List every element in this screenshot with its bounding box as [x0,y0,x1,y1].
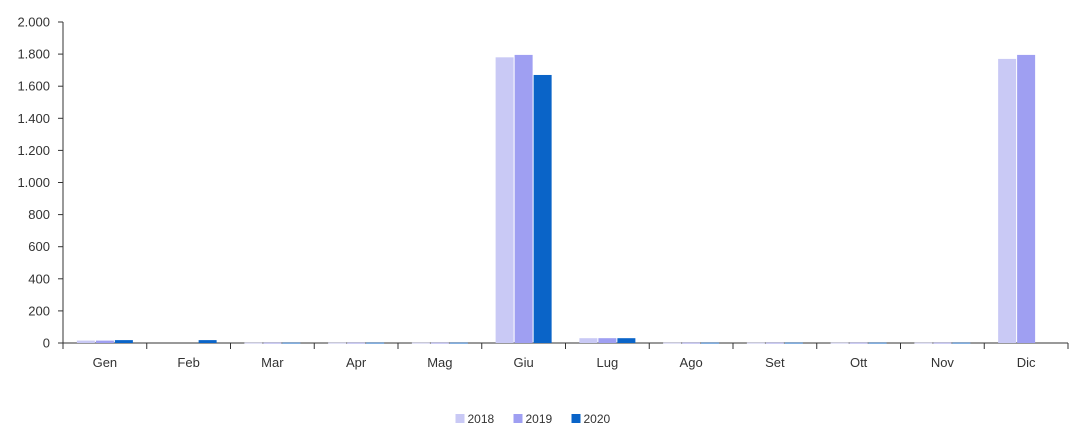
bar-2019-Gen [96,341,114,343]
bar-2018-Mag [412,343,430,344]
bar-2018-Ott [831,343,849,344]
bar-2018-Gen [77,341,95,343]
y-tick-label: 800 [28,207,50,222]
y-tick-label: 600 [28,239,50,254]
bar-2018-Apr [328,343,346,344]
bar-2019-Ago [682,343,700,344]
y-tick-label: 2.000 [17,15,50,30]
legend-swatch-2020 [572,414,581,423]
bar-2019-Mag [431,343,449,344]
bar-2019-Dic [1017,55,1035,343]
bar-2020-Ott [869,343,887,344]
bar-2019-Set [766,343,784,344]
x-tick-label: Mag [427,355,452,370]
y-tick-label: 1.800 [17,47,50,62]
y-tick-label: 400 [28,271,50,286]
bar-2020-Giu [534,75,552,343]
bar-2020-Feb [199,340,217,343]
bar-2019-Nov [933,343,951,344]
x-tick-label: Ago [680,355,703,370]
bar-2018-Mar [244,343,262,344]
bar-2020-Gen [115,340,133,343]
legend-swatch-2019 [514,414,523,423]
x-axis: Gen Feb Mar Apr Mag Giu Lug Ago Set Ott Nov Dic [63,343,1068,370]
x-tick-label: Ott [850,355,868,370]
bar-2018-Giu [496,57,514,343]
y-tick-label: 1.600 [17,79,50,94]
x-tick-label: Feb [177,355,199,370]
bar-2018-Nov [914,343,932,344]
y-axis: 0 200 400 600 800 1.000 1.200 1.400 1.600 1.800 2.… [17,15,63,351]
y-tick-label: 1.200 [17,143,50,158]
x-tick-label: Lug [597,355,619,370]
legend-label: 2018 [468,412,495,426]
bar-2019-Lug [598,338,616,343]
bar-2018-Ago [663,343,681,344]
bar-2019-Mar [263,343,281,344]
x-tick-label: Mar [261,355,284,370]
bar-2020-Nov [952,343,970,344]
x-tick-label: Set [765,355,785,370]
legend-label: 2019 [526,412,553,426]
x-tick-label: Nov [931,355,955,370]
legend: 2018 2019 2020 [456,412,611,426]
bar-2019-Apr [347,343,365,344]
y-tick-label: 1.000 [17,175,50,190]
bar-2018-Set [747,343,765,344]
x-tick-label: Apr [346,355,367,370]
bar-2020-Apr [366,343,384,344]
bar-2020-Set [785,343,803,344]
bar-2020-Lug [617,338,635,343]
y-tick-label: 1.400 [17,111,50,126]
legend-label: 2020 [584,412,611,426]
bar-2019-Giu [515,55,533,343]
y-tick-label: 0 [43,336,50,351]
y-tick-label: 200 [28,303,50,318]
x-tick-label: Gen [93,355,118,370]
bar-2018-Lug [579,338,597,343]
bar-2019-Ott [850,343,868,344]
x-tick-label: Dic [1017,355,1036,370]
bars [77,55,1035,344]
bar-2020-Ago [701,343,719,344]
bar-2018-Dic [998,59,1016,343]
legend-swatch-2018 [456,414,465,423]
bar-2020-Mar [282,343,300,344]
bar-2020-Mag [450,343,468,344]
x-tick-label: Giu [514,355,534,370]
